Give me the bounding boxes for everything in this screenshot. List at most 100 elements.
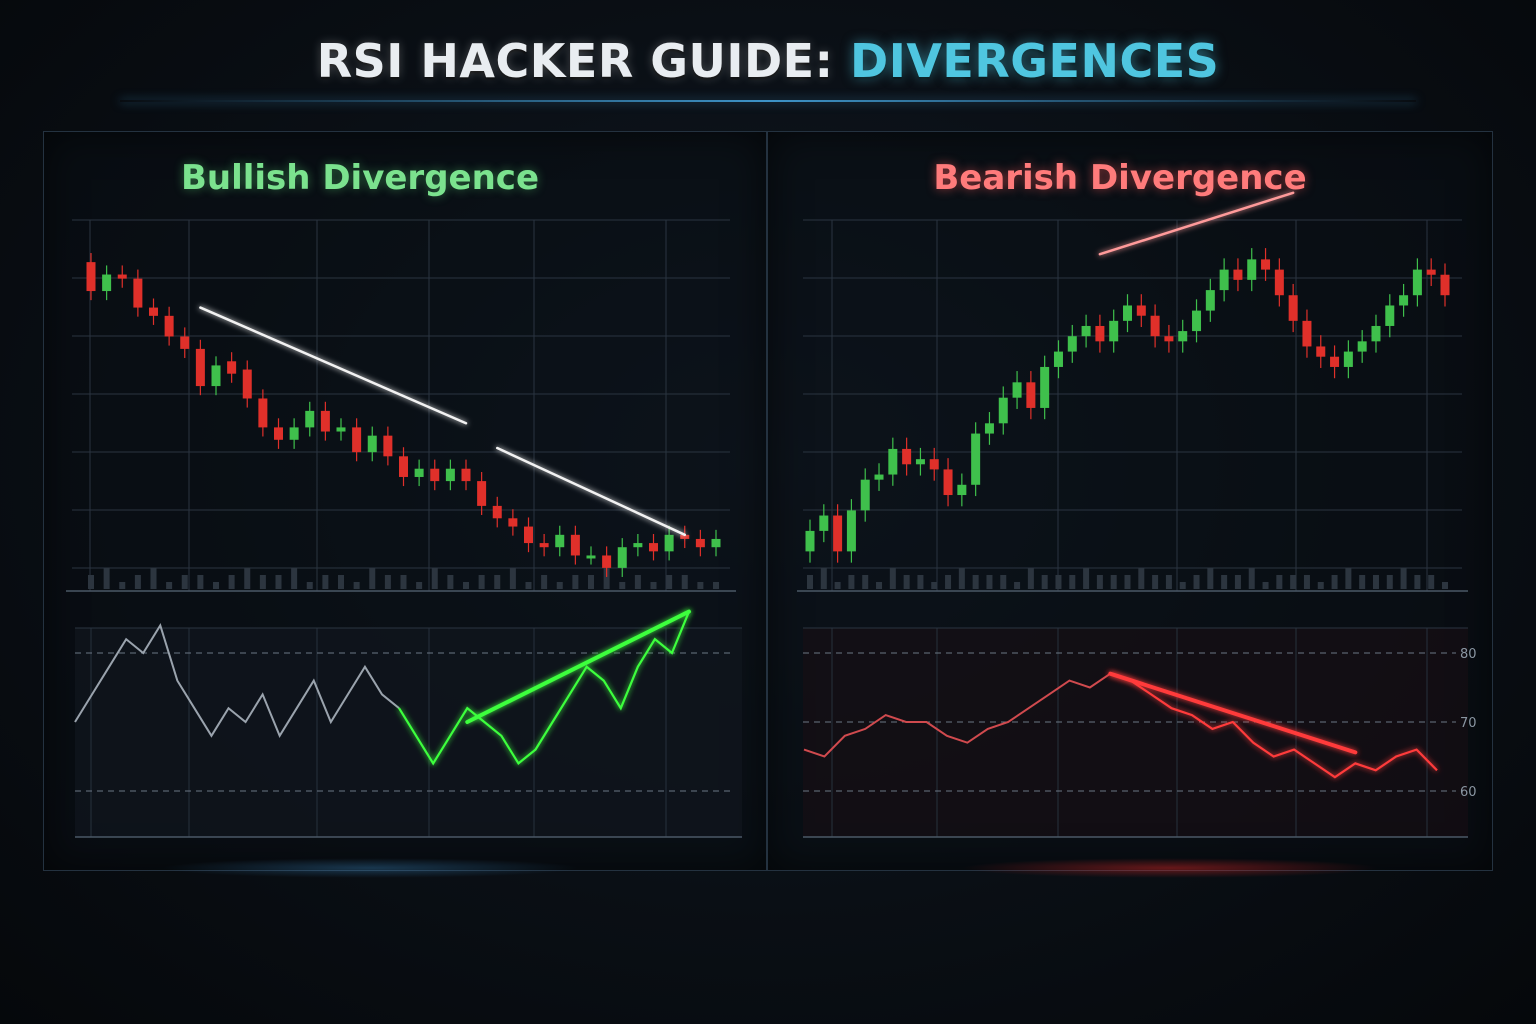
bull-volume-bar	[103, 568, 110, 589]
bear-rsi-line-highlight	[1109, 672, 1438, 779]
candle-body	[1247, 259, 1257, 280]
candlestick	[117, 265, 127, 288]
candle-body	[1095, 325, 1105, 342]
bear-volume-bar	[1317, 582, 1324, 589]
candlestick	[1178, 319, 1188, 353]
bear-volume-bar	[903, 575, 910, 589]
candle-body	[102, 274, 112, 292]
bullish-panel-title: Bullish Divergence	[180, 158, 540, 198]
candlestick	[492, 496, 502, 528]
candlestick	[1067, 324, 1077, 363]
candle-body	[477, 481, 487, 506]
bear-volume-bar	[820, 568, 827, 589]
bull-volume-bar	[634, 575, 641, 589]
candlestick	[915, 447, 925, 476]
candlestick	[555, 525, 565, 557]
bear-volume-bar	[917, 575, 924, 589]
bear-volume-bar	[1055, 575, 1062, 589]
bear-volume-bar	[972, 575, 979, 589]
candle-body	[1067, 336, 1077, 352]
bear-volume-bar	[1331, 575, 1338, 589]
bull-volume-bar	[384, 575, 391, 589]
candle-body	[570, 534, 580, 556]
candle-body	[1412, 269, 1422, 296]
bear-volume-bar	[848, 575, 855, 589]
candlestick	[1026, 371, 1036, 420]
bear-volume-bar	[807, 575, 813, 589]
bear-volume-bar	[1165, 575, 1172, 589]
candlestick	[902, 437, 912, 476]
candlestick	[819, 504, 829, 543]
candle-body	[1440, 274, 1450, 296]
candlestick	[133, 269, 143, 317]
rsi-tick-label: 80	[1460, 647, 1477, 662]
candle-body	[819, 515, 829, 531]
candle-body	[1178, 331, 1188, 342]
candlestick	[957, 473, 967, 507]
candlestick	[1150, 304, 1160, 348]
bull-volume-bar	[478, 575, 485, 589]
bear-volume-bar	[1428, 575, 1435, 589]
candlestick	[242, 360, 252, 408]
bear-volume-bar	[1234, 575, 1241, 589]
candlestick	[320, 401, 330, 441]
page-title: RSI HACKER GUIDE: DIVERGENCES	[0, 34, 1536, 88]
candle-body	[602, 555, 612, 568]
candlestick	[1288, 283, 1298, 333]
bear-volume-bar	[1345, 568, 1352, 589]
candle-body	[180, 336, 190, 349]
candlestick	[1233, 258, 1243, 292]
bull-volume-bar	[713, 582, 719, 589]
candlestick	[1219, 258, 1229, 302]
candle-body	[846, 510, 856, 552]
bull-volume-bar	[322, 575, 329, 589]
bull-volume-bar	[197, 575, 204, 589]
title-rule	[120, 100, 1416, 102]
candle-body	[633, 543, 643, 548]
candle-body	[888, 448, 898, 475]
panel-glow-right	[960, 858, 1380, 878]
candle-body	[1109, 320, 1119, 342]
candle-body	[1302, 320, 1312, 347]
candle-body	[133, 278, 143, 308]
candlestick	[1095, 314, 1105, 353]
candle-body	[352, 427, 362, 453]
candlestick	[633, 533, 643, 557]
candlestick	[998, 386, 1008, 435]
candle-body	[242, 369, 252, 399]
rsi-tick-label: 60	[1460, 785, 1477, 800]
candlestick	[1371, 314, 1381, 353]
bull-volume-bar	[509, 568, 516, 589]
candlestick	[1440, 263, 1450, 307]
bearish-panel-title: Bearish Divergence	[933, 158, 1307, 198]
candlestick	[695, 529, 705, 557]
candle-body	[984, 423, 994, 434]
bear-volume-bar	[931, 582, 938, 589]
candlestick	[305, 401, 315, 437]
candlestick	[1192, 299, 1202, 343]
candlestick	[649, 533, 658, 561]
bull-volume-bar	[166, 582, 173, 589]
candlestick	[971, 422, 981, 497]
candle-body	[117, 274, 127, 279]
candle-body	[1274, 269, 1284, 296]
candlestick	[539, 533, 549, 557]
candle-body	[1426, 269, 1436, 275]
candle-body	[164, 315, 174, 337]
candlestick	[430, 459, 440, 491]
candlestick	[1316, 335, 1326, 368]
candlestick	[1164, 324, 1174, 353]
bear-volume-bar	[986, 575, 993, 589]
bear-volume-bar	[1359, 575, 1366, 589]
candlestick	[1302, 309, 1312, 358]
candle-body	[1330, 356, 1340, 367]
candle-body	[1164, 336, 1174, 342]
bear-volume-bar	[876, 582, 883, 589]
bear-volume-bar	[945, 575, 952, 589]
candle-body	[430, 468, 440, 482]
bull-volume-bar	[213, 582, 219, 589]
bull-volume-bar	[666, 575, 673, 589]
bull-rsi-line-highlight	[398, 611, 691, 766]
candle-body	[1012, 382, 1022, 398]
candlestick	[383, 426, 393, 466]
